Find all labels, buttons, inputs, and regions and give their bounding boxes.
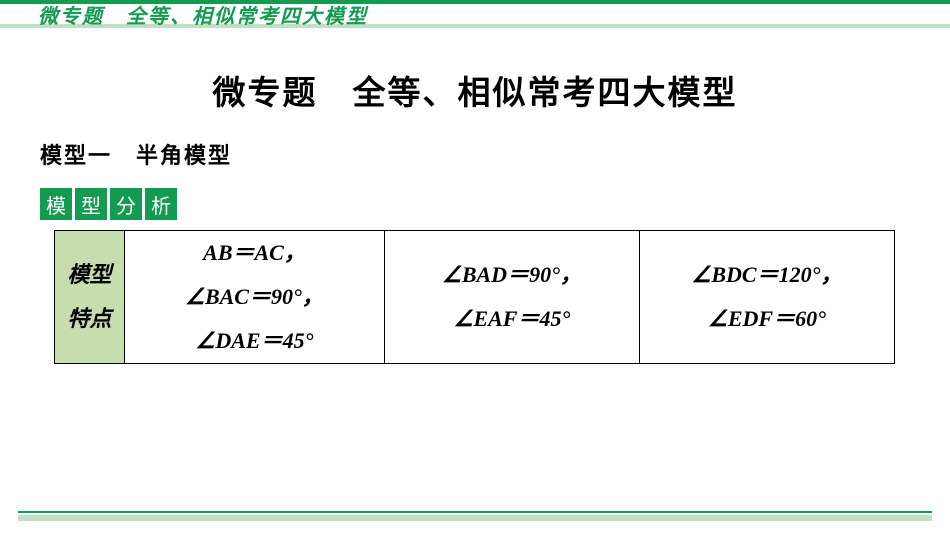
main-title: 微专题 全等、相似常考四大模型 (0, 66, 950, 114)
cell-line: AB＝AC， (125, 231, 384, 275)
footer-divider (18, 511, 932, 521)
row-header-line1: 模型 (55, 253, 124, 297)
badge-char-1: 模 (40, 188, 72, 220)
cell-line: ∠BAD＝90°， (385, 253, 639, 297)
row-header-cell: 模型 特点 (55, 231, 125, 364)
top-bar: 微专题 全等、相似常考四大模型 (0, 0, 950, 28)
section-badge: 模 型 分 析 (40, 188, 950, 220)
cell-variant-2: ∠BAD＝90°， ∠EAF＝45° (385, 231, 640, 364)
cell-variant-1: AB＝AC， ∠BAC＝90°， ∠DAE＝45° (125, 231, 385, 364)
table-row: 模型 特点 AB＝AC， ∠BAC＝90°， ∠DAE＝45° ∠BAD＝90°… (55, 231, 895, 364)
row-header-line2: 特点 (55, 297, 124, 341)
cell-line: ∠EDF＝60° (640, 297, 894, 341)
subheading: 模型一 半角模型 (40, 138, 950, 170)
cell-line: ∠BDC＝120°， (640, 253, 894, 297)
badge-char-2: 型 (75, 188, 107, 220)
cell-line: ∠EAF＝45° (385, 297, 639, 341)
top-bar-title: 微专题 全等、相似常考四大模型 (38, 0, 368, 29)
cell-line: ∠DAE＝45° (125, 319, 384, 363)
cell-line: ∠BAC＝90°， (125, 275, 384, 319)
badge-char-3: 分 (110, 188, 142, 220)
badge-char-4: 析 (145, 188, 177, 220)
cell-variant-3: ∠BDC＝120°， ∠EDF＝60° (640, 231, 895, 364)
model-table: 模型 特点 AB＝AC， ∠BAC＝90°， ∠DAE＝45° ∠BAD＝90°… (54, 230, 895, 364)
